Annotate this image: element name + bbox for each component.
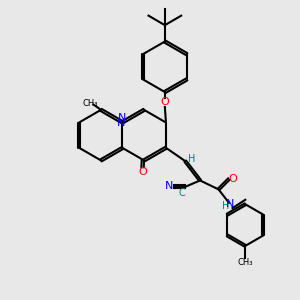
Text: O: O <box>138 167 147 177</box>
Text: N: N <box>116 118 125 128</box>
Text: N: N <box>226 199 235 209</box>
Text: N: N <box>118 113 126 123</box>
Text: CH₃: CH₃ <box>83 99 98 108</box>
Text: H: H <box>222 201 229 211</box>
Text: C: C <box>178 188 185 198</box>
Text: O: O <box>228 174 237 184</box>
Text: N: N <box>165 182 174 191</box>
Text: CH₃: CH₃ <box>238 258 253 267</box>
Text: O: O <box>160 98 169 107</box>
Text: H: H <box>188 154 195 164</box>
